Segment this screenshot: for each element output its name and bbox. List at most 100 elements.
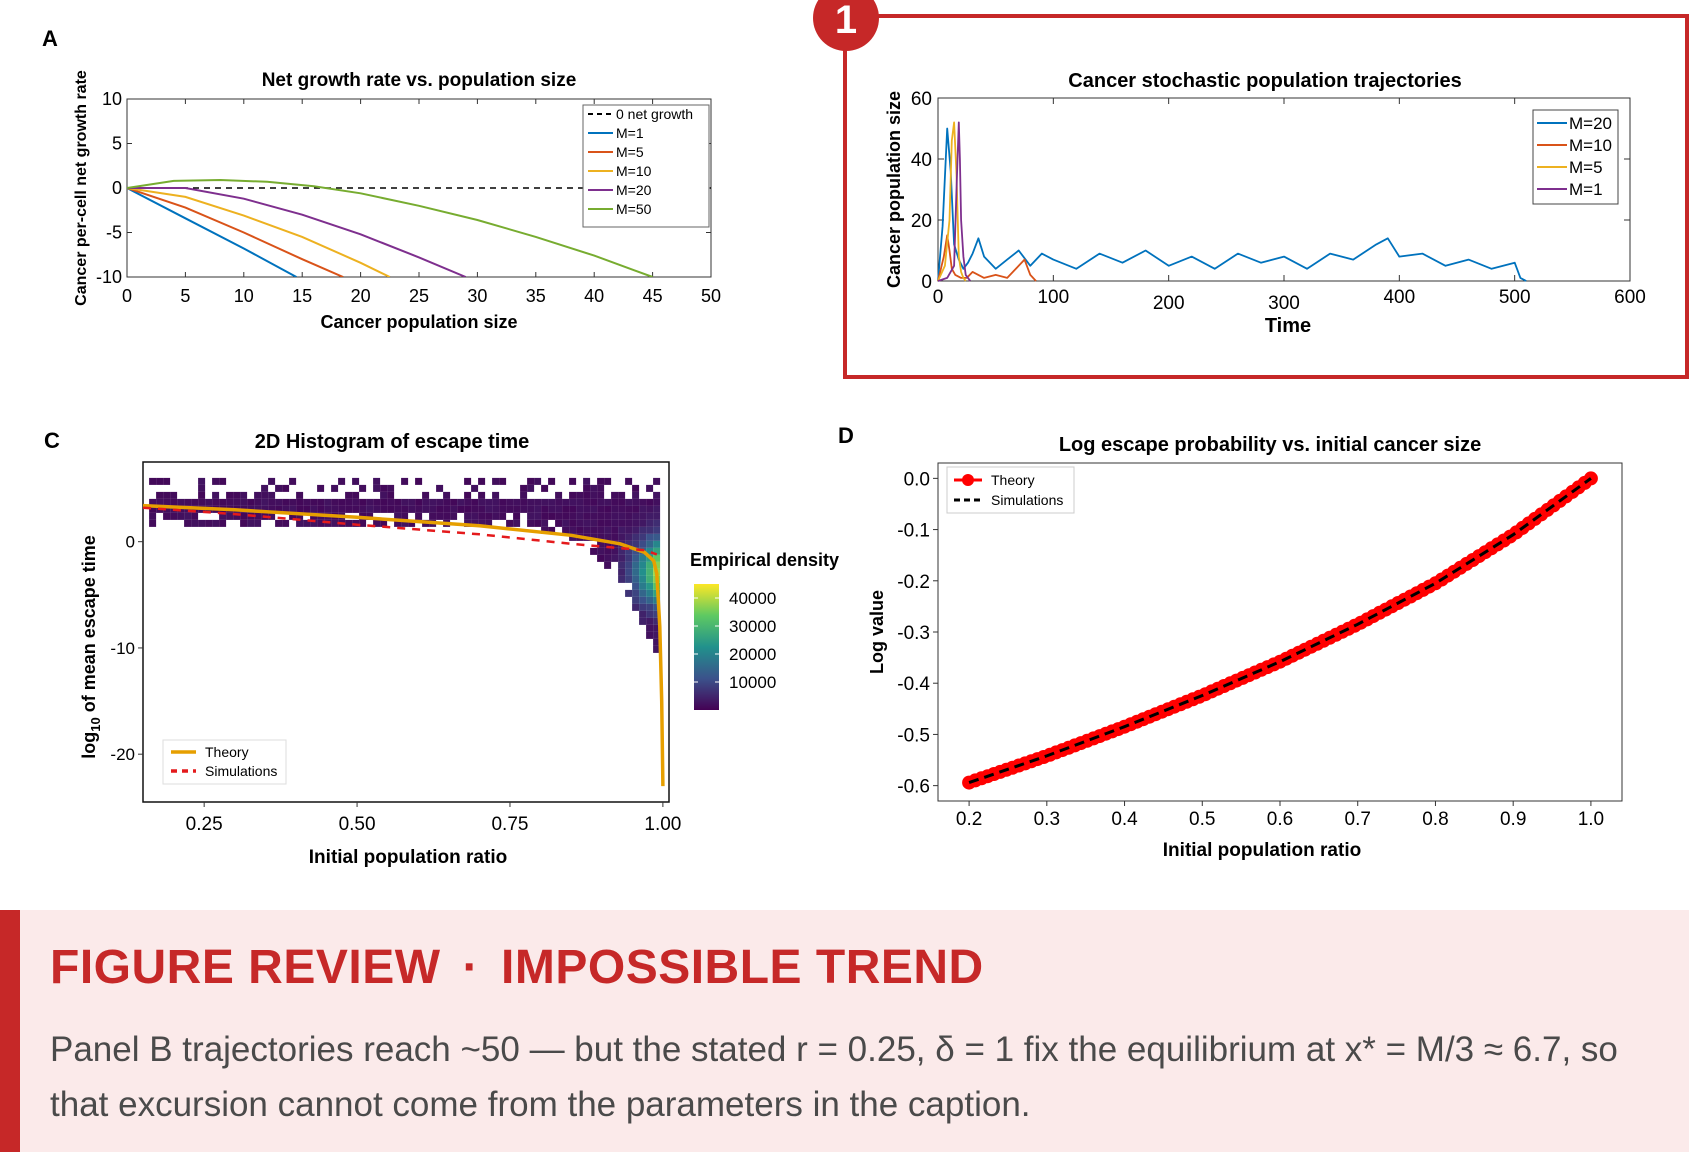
panel-c-heatmap-cell — [275, 498, 283, 506]
panel-c-heatmap-cell — [352, 505, 360, 513]
panel-c-heatmap-cell — [282, 484, 290, 492]
panel-c-heatmap-cell — [548, 505, 556, 513]
panel-b-ytick-label: 0 — [921, 272, 932, 293]
panel-d-xtick-label: 0.5 — [1189, 809, 1215, 830]
panel-c-heatmap-cell — [611, 491, 619, 499]
panel-b-series-line — [937, 121, 972, 282]
panel-c-heatmap-cell — [464, 505, 472, 513]
panel-a-xtick-label: 50 — [701, 286, 721, 306]
panel-c-heatmap-cell — [555, 491, 563, 499]
panel-c-heatmap-cell — [177, 498, 185, 506]
panel-b-xtick-label: 400 — [1383, 287, 1415, 308]
panel-c-heatmap-cell — [212, 498, 220, 506]
panel-d-ytick-label: 0.0 — [904, 469, 930, 490]
panel-c-heatmap-cell — [653, 498, 661, 506]
panel-c-heatmap-cell — [415, 498, 423, 506]
panel-c-heatmap-cell — [338, 498, 346, 506]
panel-c-heatmap-cell — [394, 505, 402, 513]
panel-c-heatmap-cell — [639, 498, 647, 506]
panel-c-colorbar-label: 20000 — [729, 645, 776, 664]
panel-d-ylabel: Log value — [867, 590, 887, 674]
panel-c-heatmap-cell — [282, 498, 290, 506]
panel-d-xlabel: Initial population ratio — [1163, 840, 1361, 861]
panel-c-heatmap-cell — [639, 596, 647, 604]
panel-c-heatmap-cell — [366, 512, 374, 520]
panel-c-heatmap-cell — [646, 540, 654, 548]
panel-c-heatmap-cell — [492, 505, 500, 513]
panel-c-heatmap-cell — [492, 498, 500, 506]
panel-c-heatmap-cell — [520, 498, 528, 506]
panel-c-heatmap-cell — [408, 505, 416, 513]
panel-c-heatmap-cell — [527, 519, 535, 527]
panel-a-series-line — [127, 187, 467, 277]
panel-c-heatmap-cell — [548, 477, 556, 485]
panel-c-heatmap-cell — [436, 498, 444, 506]
panel-c-heatmap-cell — [289, 477, 297, 485]
panel-c-heatmap-cell — [415, 505, 423, 513]
panel-c-heatmap-cell — [205, 519, 213, 527]
panel-c-heatmap-cell — [632, 589, 640, 597]
panel-c-heatmap-cell — [506, 498, 514, 506]
panel-c-heatmap-cell — [618, 533, 626, 541]
panel-c-heatmap-cell — [625, 519, 633, 527]
panel-c-heatmap-cell — [205, 498, 213, 506]
panel-c-heatmap-cell — [275, 505, 283, 513]
panel-c-heatmap-cell — [632, 519, 640, 527]
panel-c-heatmap-cell — [387, 491, 395, 499]
panel-c-heatmap-cell — [485, 512, 493, 520]
panel-c-heatmap-cell — [632, 575, 640, 583]
panel-c-heatmap-cell — [464, 498, 472, 506]
panel-c-series-line — [142, 506, 658, 556]
panel-c-heatmap-cell — [625, 575, 633, 583]
panel-c-heatmap-cell — [625, 554, 633, 562]
panel-c-heatmap-cell — [464, 477, 472, 485]
panel-d-xtick-label: 0.8 — [1422, 809, 1448, 830]
panel-d-frame — [937, 462, 1623, 802]
panel-c-heatmap-cell — [310, 505, 318, 513]
panel-b-series-line — [937, 234, 1037, 282]
panel-c-heatmap-cell — [555, 519, 563, 527]
panel-c-heatmap-cell — [618, 554, 626, 562]
panel-d-legend-entry: Theory — [991, 472, 1035, 488]
panel-c-heatmap-cell — [149, 519, 157, 527]
panel-b-xtick-label: 500 — [1499, 287, 1531, 308]
panel-c-heatmap-cell — [443, 491, 451, 499]
panel-c-heatmap-cell — [527, 498, 535, 506]
panel-b-xtick-label: 0 — [933, 287, 944, 308]
panel-c-heatmap-cell — [597, 554, 605, 562]
panel-c-heatmap-cell — [450, 512, 458, 520]
panel-c-heatmap-cell — [597, 540, 605, 548]
panel-c-heatmap-cell — [562, 498, 570, 506]
panel-a-ytick-label: 5 — [112, 134, 122, 154]
panel-c-heatmap-cell — [401, 498, 409, 506]
panel-c-heatmap-cell — [618, 519, 626, 527]
panel-c-heatmap-cell — [478, 519, 486, 527]
panel-a-xlabel: Cancer population size — [320, 312, 517, 332]
panel-c-heatmap-cell — [226, 498, 234, 506]
panel-c-heatmap-cell — [576, 491, 584, 499]
panel-c-heatmap-cell — [646, 512, 654, 520]
panel-c-heatmap-cell — [583, 498, 591, 506]
panel-c-heatmap-cell — [296, 505, 304, 513]
panel-c-heatmap-cell — [471, 498, 479, 506]
panel-b-ylabel: Cancer population size — [884, 91, 904, 288]
panel-c-heatmap-cell — [590, 526, 598, 534]
panel-c-heatmap-cell — [478, 505, 486, 513]
panel-c-heatmap-cell — [296, 519, 304, 527]
panel-c-heatmap-cell — [415, 512, 423, 520]
panel-c-heatmap-cell — [436, 505, 444, 513]
panel-c-heatmap-cell — [583, 526, 591, 534]
panel-c-heatmap-cell — [191, 498, 199, 506]
panel-c-heatmap-cell — [527, 477, 535, 485]
panel-c-heatmap-cell — [625, 589, 633, 597]
panel-c-ytick-label: -10 — [110, 639, 135, 658]
panel-c-heatmap-cell — [254, 512, 262, 520]
panel-c-heatmap-cell — [625, 512, 633, 520]
panel-c-heatmap-cell — [597, 491, 605, 499]
panel-c-heatmap-cell — [611, 526, 619, 534]
panel-a-xtick-label: 30 — [467, 286, 487, 306]
panel-c-heatmap-cell — [401, 477, 409, 485]
panel-c-heatmap-cell — [359, 498, 367, 506]
callout-box — [843, 14, 1689, 379]
panel-c-heatmap-cell — [324, 519, 332, 527]
